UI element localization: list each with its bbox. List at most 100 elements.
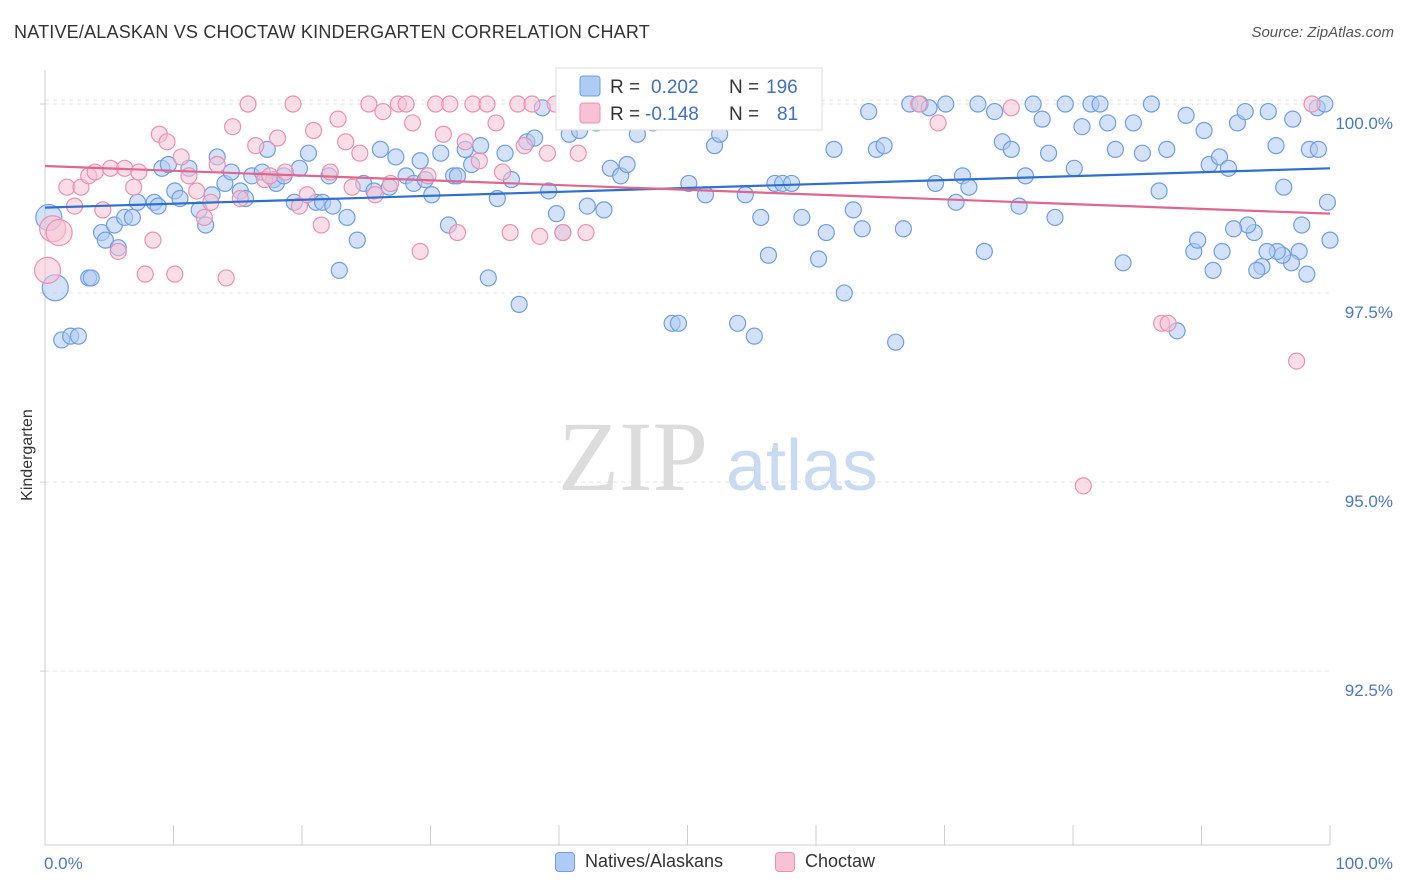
data-point <box>696 186 715 204</box>
data-point <box>1225 220 1243 238</box>
data-point <box>411 152 429 170</box>
data-point <box>96 231 114 249</box>
data-point <box>1236 102 1254 121</box>
data-point <box>1024 95 1042 113</box>
watermark: ZIP atlas <box>558 401 878 512</box>
data-point <box>448 223 467 242</box>
data-point <box>374 102 392 121</box>
legend-r-label-natives: R = <box>610 77 640 98</box>
data-point <box>1002 140 1020 158</box>
legend-label-natives: Natives/Alaskans <box>585 851 724 871</box>
data-point <box>94 201 112 219</box>
data-point <box>618 155 636 174</box>
data-point <box>501 223 519 242</box>
data-point <box>123 208 141 227</box>
data-point <box>1293 216 1311 234</box>
data-point <box>947 193 965 211</box>
data-point <box>330 261 348 279</box>
watermark-zip: ZIP <box>558 401 708 512</box>
trend-line <box>44 164 1331 215</box>
data-point <box>304 121 323 140</box>
legend-item-natives[interactable]: Natives/Alaskans <box>555 851 723 872</box>
data-point <box>1073 118 1091 136</box>
data-point <box>825 140 843 158</box>
data-point <box>478 95 496 113</box>
tick-labels: 100.0% 97.5% 95.0% 92.5% 0.0% 100.0% <box>44 114 1393 873</box>
data-point <box>860 102 878 121</box>
data-point <box>166 265 184 283</box>
data-point <box>960 178 978 196</box>
data-point <box>351 144 369 162</box>
data-point <box>1321 231 1339 249</box>
data-point <box>470 152 488 170</box>
data-point <box>538 144 557 162</box>
legend-n-value-natives: 196 <box>766 77 798 98</box>
data-point <box>472 137 490 155</box>
data-point <box>1159 314 1177 332</box>
watermark-atlas: atlas <box>726 426 878 506</box>
data-point <box>144 231 162 249</box>
data-point <box>284 95 302 113</box>
data-point <box>1150 182 1168 200</box>
legend-marker-natives <box>555 851 575 872</box>
data-point <box>1033 110 1051 128</box>
data-point <box>547 205 566 223</box>
data-point <box>456 133 474 151</box>
data-point <box>1298 265 1316 283</box>
legend-label-choctaw: Choctaw <box>805 851 876 871</box>
legend-item-choctaw[interactable]: Choctaw <box>775 851 875 872</box>
data-point <box>1091 95 1109 113</box>
data-point <box>434 125 452 143</box>
chart-source: Source: ZipAtlas.com <box>1251 24 1394 41</box>
data-point <box>231 189 249 208</box>
data-point <box>136 265 154 283</box>
data-point <box>1309 140 1328 158</box>
data-point <box>149 197 167 215</box>
data-point <box>1056 95 1074 113</box>
data-point <box>1099 114 1117 132</box>
data-point <box>1267 137 1285 155</box>
data-point <box>343 178 361 196</box>
data-point <box>158 133 176 151</box>
data-point <box>290 159 309 177</box>
data-point <box>1133 144 1151 162</box>
data-point <box>835 284 853 302</box>
legend-marker-choctaw <box>775 851 795 872</box>
data-point <box>348 231 366 249</box>
data-point <box>172 148 190 166</box>
data-point <box>329 110 347 128</box>
data-point <box>432 144 450 162</box>
y-tick-label: 92.5% <box>1345 681 1393 700</box>
data-point <box>910 95 928 113</box>
data-point <box>1010 197 1028 215</box>
data-point <box>595 201 613 219</box>
data-point <box>337 133 355 151</box>
data-point <box>986 102 1004 121</box>
data-point <box>239 95 257 113</box>
data-point <box>875 137 893 155</box>
data-point <box>299 144 318 162</box>
y-tick-label: 95.0% <box>1345 492 1393 511</box>
data-point <box>1189 231 1207 249</box>
data-point <box>929 114 947 132</box>
legend-swatch-natives <box>579 75 601 97</box>
data-point <box>745 327 763 345</box>
data-point <box>1303 95 1321 113</box>
data-point <box>403 114 422 132</box>
legend-swatch-choctaw <box>579 102 601 124</box>
data-point <box>937 95 955 113</box>
data-point <box>1204 261 1222 279</box>
data-point <box>45 218 73 247</box>
data-point <box>82 269 100 287</box>
data-point <box>1258 242 1276 261</box>
data-point <box>208 155 226 174</box>
data-point <box>975 242 993 261</box>
data-point <box>387 148 405 166</box>
y-tick-label: 100.0% <box>1335 114 1393 133</box>
data-point <box>188 182 206 200</box>
data-point <box>360 95 378 113</box>
stats-legend: R = 0.202 N = 196 R = -0.148 N = 81 <box>555 67 823 131</box>
data-point <box>411 242 429 261</box>
data-point <box>853 220 871 238</box>
